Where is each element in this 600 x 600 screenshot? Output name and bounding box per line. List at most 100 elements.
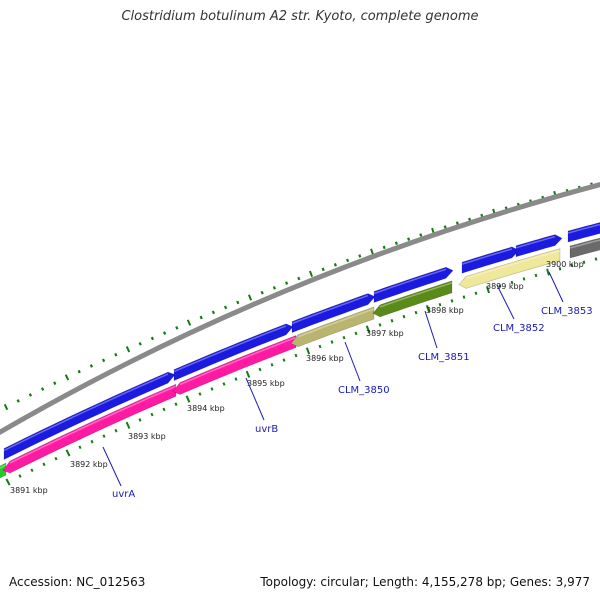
- inner-tick: [42, 462, 46, 467]
- inner-tick: [234, 377, 238, 381]
- inner-tick: [114, 428, 118, 433]
- cds-forward-4: [373, 266, 454, 303]
- kbp-label-3895: 3895 kbp: [247, 379, 285, 388]
- outer-tick: [394, 241, 398, 245]
- gene-labels: uvrA uvrB CLM_3850 CLM_3851 CLM_3852 CLM…: [112, 306, 593, 500]
- outer-tick: [114, 352, 118, 357]
- outer-tick: [358, 254, 362, 258]
- kbp-labels: 3891 kbp 3892 kbp 3893 kbp 3894 kbp 3895…: [10, 260, 584, 495]
- inner-tick: [498, 284, 502, 288]
- cds-forward-3: [291, 293, 376, 334]
- inner-tick: [245, 370, 251, 378]
- inner-tick: [486, 286, 490, 294]
- uvrA-leader: [102, 446, 122, 487]
- outer-tick: [333, 263, 337, 267]
- outer-tick: [321, 267, 325, 272]
- inner-tick: [90, 439, 94, 444]
- CLM_3850-leader: [344, 341, 361, 382]
- inner-tick: [150, 412, 154, 417]
- inner-tick: [102, 434, 106, 438]
- genome-backbone: [0, 182, 600, 436]
- gene-uvrA: [2, 383, 177, 474]
- kbp-label-3899: 3899 kbp: [486, 282, 524, 291]
- outer-tick: [53, 381, 57, 386]
- inner-tick: [305, 347, 311, 355]
- topology-text: Topology: circular; Length: 4,155,278 bp…: [260, 575, 590, 589]
- outer-tick: [308, 270, 314, 278]
- inner-tick: [425, 304, 431, 313]
- reverse-gene-track: [0, 237, 600, 479]
- inner-tick: [162, 407, 166, 412]
- outer-tick: [419, 233, 423, 237]
- outer-tick: [3, 403, 9, 411]
- inner-tick: [222, 382, 226, 386]
- outer-tick: [236, 300, 240, 305]
- CLM_3853-leader: [548, 271, 564, 303]
- forward-cds-track: [3, 222, 600, 460]
- outer-tick: [272, 286, 276, 290]
- outer-tick: [28, 393, 33, 397]
- cds-forward-2: [173, 323, 294, 382]
- outer-tick: [162, 331, 167, 335]
- inner-tick: [198, 392, 202, 396]
- outer-tick-row: [3, 182, 594, 411]
- inner-tick: [438, 302, 442, 307]
- inner-tick: [258, 367, 262, 372]
- inner-tick: [570, 263, 574, 268]
- kbp-label-3891: 3891 kbp: [10, 486, 48, 495]
- outer-tick: [64, 374, 70, 381]
- inner-tick: [138, 418, 142, 422]
- outer-tick: [186, 319, 192, 326]
- outer-tick: [175, 326, 179, 330]
- inner-tick: [474, 291, 478, 295]
- inner-tick: [318, 344, 322, 349]
- outer-tick: [346, 258, 350, 263]
- inner-tick: [378, 323, 382, 327]
- outer-tick: [211, 310, 216, 315]
- gene-CLM_3850: [290, 306, 375, 348]
- inner-tick: [342, 335, 346, 340]
- inner-tick: [390, 318, 394, 323]
- gene-label-CLM_3853: CLM_3853: [541, 306, 593, 317]
- outer-tick: [260, 290, 264, 295]
- outer-tick: [40, 387, 45, 391]
- inner-tick: [282, 358, 286, 362]
- inner-tick: [5, 478, 11, 486]
- uvrB-leader: [245, 377, 265, 421]
- inner-tick: [582, 260, 586, 264]
- gene-uvrB: [172, 335, 297, 395]
- outer-tick: [125, 346, 131, 353]
- inner-tick: [414, 310, 418, 315]
- inner-tick: [510, 280, 514, 285]
- cds-forward-6: [515, 234, 563, 258]
- inner-tick: [78, 445, 82, 450]
- inner-tick: [462, 295, 466, 299]
- inner-tick: [30, 468, 34, 473]
- inner-tick: [330, 340, 334, 344]
- outer-tick: [247, 294, 253, 301]
- outer-tick: [138, 342, 142, 346]
- kbp-label-3894: 3894 kbp: [187, 404, 225, 413]
- outer-tick: [468, 217, 472, 222]
- inner-tick: [534, 273, 538, 278]
- inner-tick: [558, 267, 562, 271]
- kbp-label-3897: 3897 kbp: [366, 329, 404, 338]
- gene-label-uvrB: uvrB: [255, 424, 278, 435]
- inner-tick: [210, 387, 214, 391]
- gene-label-CLM_3850: CLM_3850: [338, 385, 390, 396]
- outer-tick: [199, 315, 203, 320]
- gene-label-CLM_3852: CLM_3852: [493, 323, 545, 334]
- inner-tick: [65, 449, 71, 457]
- outer-tick: [370, 248, 374, 255]
- outer-tick: [382, 245, 386, 250]
- kbp-label-3893: 3893 kbp: [128, 432, 166, 441]
- outer-tick: [285, 281, 289, 285]
- gene-label-CLM_3851: CLM_3851: [418, 352, 470, 363]
- outer-tick: [150, 336, 155, 341]
- kbp-label-3896: 3896 kbp: [306, 354, 344, 363]
- accession-text: Accession: NC_012563: [9, 575, 146, 589]
- gene-CLM_3852: [458, 248, 561, 289]
- gene-label-uvrA: uvrA: [112, 489, 135, 500]
- gene-CLM_3851: [372, 280, 453, 318]
